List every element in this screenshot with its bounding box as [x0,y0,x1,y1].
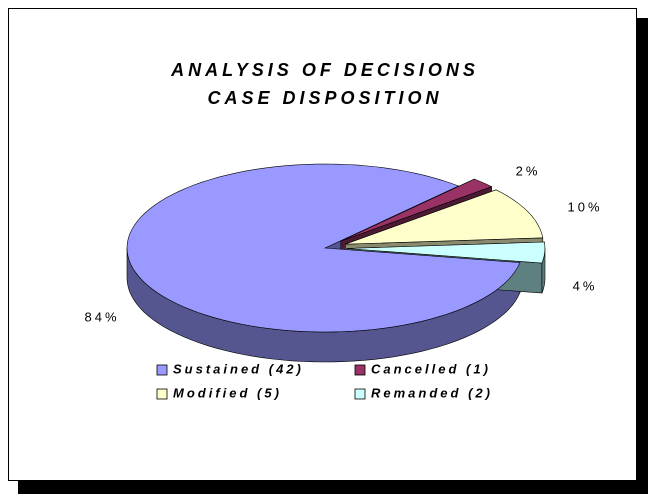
legend-label: Modified (5) [173,385,282,400]
legend-label: Remanded (2) [371,385,493,400]
legend-swatch [156,388,168,400]
legend-label: Sustained (42) [173,361,304,376]
chart-title: ANALYSIS OF DECISIONS [170,60,479,80]
slice [346,241,546,264]
legend-swatch [156,364,168,376]
slice-label: 10% [567,199,602,214]
slice [345,189,544,245]
slice-label: 4% [573,278,598,293]
legend-swatch [354,364,366,376]
legend-label: Cancelled (1) [371,361,491,376]
slice-label: 84% [84,309,119,324]
slice [126,163,521,333]
slice-label: 2% [516,163,541,178]
chart-subtitle: CASE DISPOSITION [207,88,442,108]
slice [340,178,493,242]
legend-swatch [354,388,366,400]
